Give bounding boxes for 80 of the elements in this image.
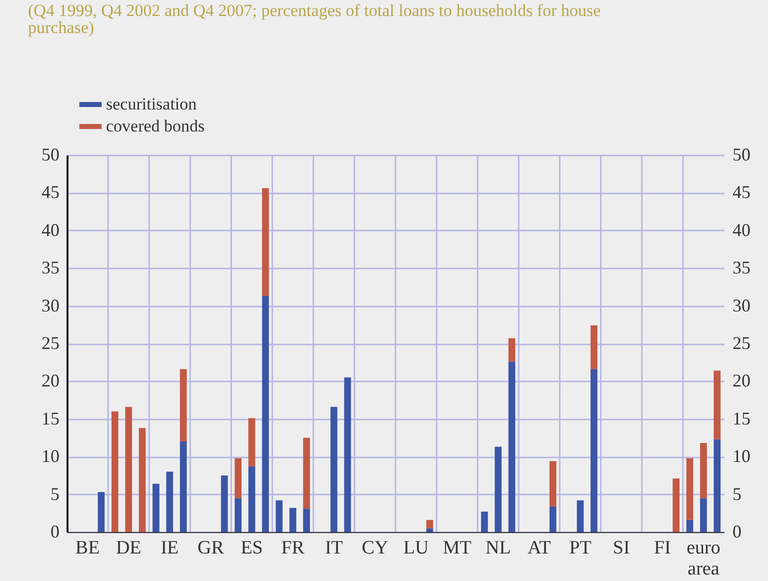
- x-tick-label: DE: [116, 538, 142, 558]
- x-tick-label: IT: [324, 538, 344, 558]
- x-tick-label: IE: [160, 538, 179, 558]
- bar: [672, 478, 680, 532]
- y2-tick-label: 50: [732, 144, 750, 164]
- bar: [138, 428, 146, 532]
- bar: [262, 188, 269, 296]
- x-tick-label: PT: [569, 538, 592, 558]
- bar: [576, 500, 584, 532]
- y-tick-label: 50: [42, 144, 60, 164]
- bar: [125, 406, 132, 532]
- y2-tick-label: 35: [732, 258, 750, 278]
- y2-tick-label: 20: [732, 370, 750, 391]
- bar: [686, 520, 694, 532]
- bar: [111, 411, 118, 532]
- y2-tick-label: 10: [732, 446, 750, 466]
- bar: [426, 520, 434, 528]
- y2-tick-label: 30: [732, 295, 750, 316]
- x-tick-label: GR: [198, 538, 224, 558]
- y-tick-label: 5: [50, 484, 60, 504]
- chart-title: (Q4 1999, Q4 2002 and Q4 2007; percentages of total loans to households for house purchase): [28, 1, 602, 37]
- bar: [700, 443, 707, 498]
- bar: [303, 438, 310, 509]
- bar: [714, 439, 721, 532]
- y-tick-label: 0: [50, 522, 60, 542]
- bar: [590, 369, 598, 532]
- x-tick-label: ES: [240, 538, 263, 558]
- y2-tick-label: 5: [732, 484, 742, 504]
- bar: [481, 512, 488, 532]
- y-tick-label: 15: [42, 408, 60, 428]
- y-tick-label: 35: [42, 258, 60, 278]
- bar: [234, 458, 242, 498]
- legend-label: securitisation: [106, 94, 198, 114]
- x-tick-label: CY: [362, 538, 388, 558]
- bar: [289, 508, 296, 532]
- bar: [344, 377, 352, 532]
- y2-tick-label: 0: [732, 522, 742, 542]
- x-tick-label: MT: [442, 538, 472, 558]
- x-tick-label: BE: [75, 538, 100, 558]
- bar: [330, 406, 338, 532]
- x-tick-label: FR: [281, 538, 305, 558]
- y-tick-label: 20: [42, 370, 60, 391]
- bar: [494, 446, 502, 532]
- bar: [152, 484, 160, 532]
- y-tick-label: 25: [42, 333, 60, 353]
- y-tick-label: 30: [42, 295, 60, 316]
- bar: [276, 500, 283, 532]
- bar: [508, 362, 516, 532]
- bar: [590, 325, 598, 370]
- bar: [549, 506, 556, 532]
- y2-tick-label: 15: [732, 408, 750, 428]
- bar: [220, 475, 228, 532]
- bar: [426, 528, 434, 532]
- x-tick-label: FI: [654, 538, 671, 558]
- bar: [549, 461, 556, 506]
- bar: [700, 498, 707, 532]
- y-tick-label: 45: [42, 182, 60, 202]
- bar: [686, 458, 694, 520]
- x-tick-label: euro area: [686, 538, 720, 580]
- bar: [166, 472, 174, 532]
- bar: [714, 370, 721, 440]
- y2-tick-label: 40: [732, 220, 750, 240]
- bar: [180, 369, 187, 442]
- legend-label: covered bonds: [106, 116, 205, 136]
- y2-tick-label: 25: [732, 333, 750, 353]
- bar: [234, 498, 242, 532]
- bar: [508, 338, 516, 362]
- x-tick-label: SI: [612, 538, 630, 558]
- bar: [262, 296, 269, 532]
- bar: [303, 508, 310, 532]
- bar: [180, 442, 187, 532]
- y-tick-label: 40: [42, 220, 60, 240]
- bar: [248, 418, 256, 466]
- y-tick-label: 10: [42, 446, 60, 466]
- x-tick-label: LU: [403, 538, 429, 558]
- x-tick-label: AT: [528, 538, 552, 558]
- y2-tick-label: 45: [732, 182, 750, 202]
- bar: [98, 492, 105, 532]
- x-tick-label: NL: [485, 538, 511, 558]
- bar: [248, 466, 256, 532]
